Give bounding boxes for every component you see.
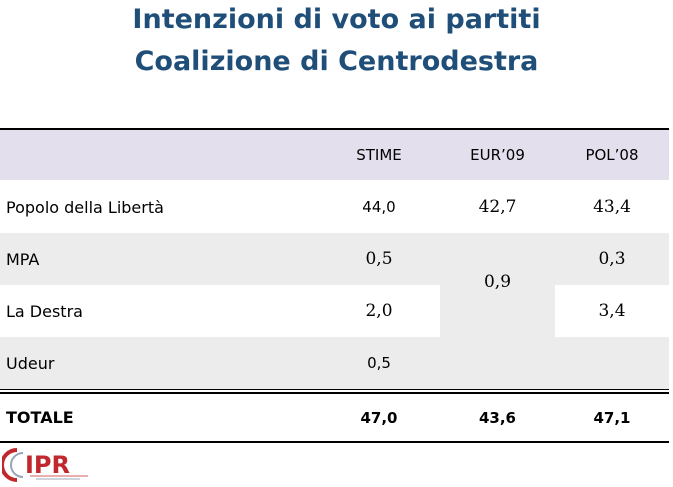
total-eur09: 43,6 (478, 408, 516, 427)
results-table: STIME EUR’09 POL’08 Popolo della Libertà… (0, 128, 669, 443)
table-bottom-rule (0, 441, 669, 443)
table-row: MPA 0,5 0,3 (0, 233, 669, 285)
title-line-2: Coalizione di Centrodestra (134, 46, 539, 77)
ipr-logo: IPR (0, 447, 92, 483)
stime-value: 0,5 (365, 249, 393, 269)
pol08-value: 0,3 (598, 249, 626, 269)
table-row: Udeur 0,5 (0, 337, 669, 389)
total-stime: 47,0 (360, 408, 398, 427)
total-row: TOTALE 47,0 43,6 47,1 (0, 394, 669, 441)
eur09-merged-value: 0,9 (483, 272, 512, 292)
stime-value: 2,0 (365, 301, 393, 321)
pol08-value: 3,4 (598, 301, 626, 321)
row-shade-mpa (0, 233, 669, 285)
ipr-logo-mark: IPR (0, 448, 88, 482)
logo-text: IPR (25, 451, 70, 479)
pol08-value: 43,4 (593, 197, 631, 217)
row-shade-udeur (0, 337, 669, 389)
party-label: Popolo della Libertà (6, 197, 164, 217)
eur09-value: 42,7 (478, 197, 517, 217)
title-line-1: Intenzioni di voto ai partiti (132, 4, 541, 35)
total-rule-lower (0, 392, 669, 394)
total-pol08: 47,1 (593, 408, 631, 427)
party-label: MPA (6, 249, 40, 269)
table-row: La Destra 2,0 3,4 (0, 285, 669, 337)
col-header-pol08: POL’08 (585, 146, 639, 164)
merged-cell-shade (440, 285, 555, 337)
party-label: La Destra (6, 301, 83, 321)
header-background (0, 128, 669, 180)
col-header-stime: STIME (356, 146, 402, 164)
header-row: STIME EUR’09 POL’08 (0, 130, 669, 180)
total-label: TOTALE (6, 408, 74, 427)
total-rule-upper (0, 389, 669, 390)
stime-value: 44,0 (362, 198, 396, 216)
party-label: Udeur (6, 353, 55, 373)
table-top-rule (0, 128, 669, 130)
col-header-eur09: EUR’09 (470, 146, 525, 164)
table-row: Popolo della Libertà 44,0 42,7 43,4 (0, 181, 669, 233)
stime-value: 0,5 (367, 354, 391, 372)
merged-row: 0,9 (0, 233, 669, 337)
